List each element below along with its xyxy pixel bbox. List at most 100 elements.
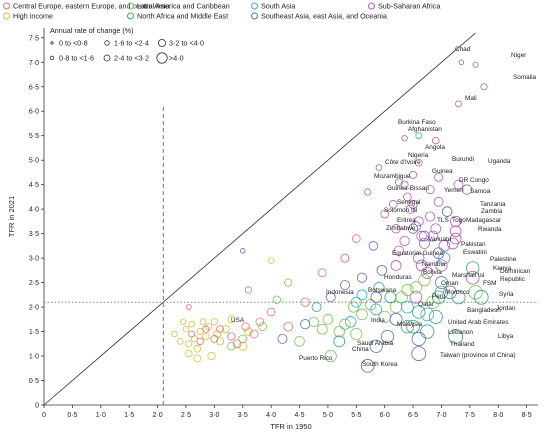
point-label: Rwanda bbox=[478, 226, 502, 233]
data-point bbox=[294, 336, 305, 347]
data-point bbox=[255, 317, 265, 327]
x-tick-label: 0 bbox=[42, 412, 46, 419]
y-tick-label: 3·5 bbox=[29, 231, 39, 238]
x-tick-label: 8·5 bbox=[522, 412, 532, 419]
data-point bbox=[249, 329, 259, 339]
data-point bbox=[448, 329, 464, 344]
y-tick-label: 4·5 bbox=[29, 182, 39, 189]
data-point bbox=[426, 295, 440, 309]
data-point bbox=[380, 209, 389, 219]
point-label: Indonesia bbox=[326, 289, 354, 296]
size-legend-label: 0 to <0·8 bbox=[59, 39, 88, 48]
data-point bbox=[391, 224, 401, 234]
data-point bbox=[324, 349, 337, 363]
size-legend-label: 3·2 to <4·0 bbox=[169, 39, 204, 48]
y-tick-label: 0·5 bbox=[29, 378, 39, 385]
data-point bbox=[356, 308, 368, 321]
data-point bbox=[393, 245, 405, 256]
data-point bbox=[409, 170, 418, 179]
data-point bbox=[350, 296, 362, 308]
x-tick-label: 2·5 bbox=[181, 412, 191, 419]
size-legend-marker bbox=[156, 52, 168, 64]
y-tick-label: 7·5 bbox=[29, 35, 39, 42]
size-legend-label: >4·0 bbox=[169, 54, 184, 63]
point-label: USA bbox=[231, 317, 245, 324]
point-label: Samoa bbox=[470, 188, 491, 195]
data-point bbox=[409, 290, 423, 304]
data-point bbox=[207, 351, 216, 361]
point-label: Mozambique bbox=[374, 173, 411, 180]
data-point bbox=[210, 318, 218, 326]
data-point bbox=[227, 315, 236, 324]
legend-label: Sub-Saharan Africa bbox=[378, 2, 440, 11]
chart-legend: Central Europe, eastern Europe, and cent… bbox=[3, 2, 440, 64]
point-label: Peru bbox=[432, 293, 446, 300]
point-label: Taiwan (province of China) bbox=[440, 352, 516, 359]
chart-axes: 0 0·5 1·0 1·5 2·0 2·5 3·0 3·5 4·0 4·5 5·0 5·5 6·0 6·5… bbox=[7, 28, 538, 431]
y-tick-label: 5·0 bbox=[29, 158, 39, 165]
data-point bbox=[410, 221, 421, 232]
data-point bbox=[400, 180, 409, 189]
data-point bbox=[438, 252, 451, 265]
legend-label: North Africa and Middle East bbox=[137, 12, 228, 21]
data-point bbox=[221, 325, 230, 333]
data-point bbox=[431, 290, 446, 304]
x-tick-label: 8·0 bbox=[493, 412, 503, 419]
x-tick-label: 4·5 bbox=[294, 412, 304, 419]
point-label: Burkina Faso bbox=[398, 119, 436, 126]
data-point bbox=[241, 322, 250, 331]
data-point bbox=[311, 302, 322, 312]
data-point bbox=[420, 324, 435, 339]
point-label: Burundi bbox=[452, 156, 474, 163]
data-point bbox=[317, 268, 327, 278]
data-point bbox=[352, 234, 361, 243]
point-label: Chad bbox=[455, 46, 471, 53]
data-point bbox=[446, 237, 459, 250]
data-point bbox=[316, 323, 328, 335]
legend-marker bbox=[251, 12, 258, 20]
data-point bbox=[188, 320, 195, 328]
point-label: South Korea bbox=[362, 361, 398, 368]
point-label: Togo bbox=[452, 217, 466, 224]
data-point bbox=[453, 179, 464, 190]
data-point bbox=[414, 158, 423, 167]
data-point bbox=[408, 199, 418, 209]
point-label: Namibia bbox=[422, 261, 446, 268]
point-label: Mali bbox=[465, 95, 477, 102]
size-legend-marker bbox=[157, 39, 166, 48]
size-legend-marker bbox=[104, 40, 110, 46]
data-point bbox=[458, 59, 465, 65]
data-point bbox=[384, 291, 397, 304]
data-point bbox=[409, 281, 423, 294]
data-point bbox=[376, 265, 388, 276]
point-label: Bangladesh bbox=[467, 307, 501, 314]
point-label: Bolivia bbox=[423, 269, 442, 276]
point-label: Solomon Isl bbox=[384, 207, 417, 214]
legend-label: High income bbox=[13, 12, 53, 21]
data-point bbox=[180, 318, 187, 325]
size-legend-marker bbox=[49, 55, 55, 61]
data-point bbox=[413, 252, 425, 264]
data-point bbox=[438, 240, 451, 252]
point-label: Qatar bbox=[418, 301, 435, 308]
data-points bbox=[171, 59, 489, 373]
legend-marker bbox=[368, 2, 375, 10]
data-point bbox=[394, 178, 403, 187]
data-point bbox=[340, 253, 350, 263]
point-label: Thailand bbox=[450, 341, 475, 348]
point-label: Palestine bbox=[490, 256, 517, 263]
data-point bbox=[434, 172, 444, 182]
legend-marker bbox=[3, 2, 10, 10]
x-tick-label: 3·0 bbox=[209, 412, 219, 419]
point-label: Botswana bbox=[368, 287, 397, 294]
point-label: Eritrea bbox=[397, 217, 416, 224]
point-label: Niger bbox=[511, 52, 527, 59]
point-label: Uganda bbox=[488, 158, 511, 165]
data-point bbox=[369, 339, 383, 353]
data-point bbox=[465, 270, 480, 285]
data-point bbox=[473, 289, 489, 305]
data-point bbox=[244, 327, 253, 336]
data-point bbox=[480, 83, 488, 91]
data-point bbox=[400, 319, 415, 334]
